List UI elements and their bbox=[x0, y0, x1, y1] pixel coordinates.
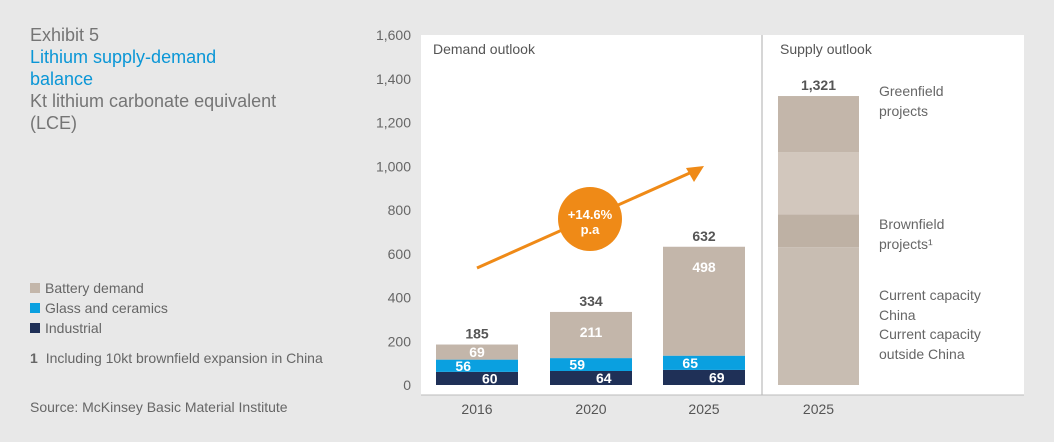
header: Exhibit 5 Lithium supply-demand balance … bbox=[30, 24, 360, 134]
supply-total-label: 1,321 bbox=[801, 77, 836, 93]
supply-annotation: Greenfield bbox=[879, 83, 944, 99]
data-label-glass: 59 bbox=[569, 357, 585, 373]
demand-panel-title: Demand outlook bbox=[433, 41, 536, 57]
total-label: 334 bbox=[579, 293, 603, 309]
data-label-industrial: 64 bbox=[596, 370, 612, 386]
legend-swatch bbox=[30, 283, 40, 293]
legend: Battery demand Glass and ceramics Indust… bbox=[30, 278, 168, 338]
y-tick-label: 0 bbox=[403, 377, 411, 393]
bar-glass-and-ceramics bbox=[436, 359, 518, 372]
total-label: 185 bbox=[465, 326, 489, 342]
data-label-battery: 69 bbox=[469, 344, 485, 360]
cagr-arrowhead bbox=[686, 166, 704, 182]
x-tick-label: 2016 bbox=[461, 401, 492, 417]
bar-glass-and-ceramics bbox=[550, 358, 632, 371]
supply-annotation: Brownfield bbox=[879, 216, 944, 232]
x-tick-label: 2025 bbox=[803, 401, 834, 417]
supply-annotation: Current capacity bbox=[879, 326, 981, 342]
footnote-number: 1 bbox=[30, 350, 38, 366]
supply-segment-current-capacity-outside-china bbox=[778, 247, 859, 385]
legend-label: Battery demand bbox=[45, 280, 144, 296]
footnote: 1 Including 10kt brownfield expansion in… bbox=[30, 348, 330, 368]
supply-annotation: projects¹ bbox=[879, 236, 933, 252]
data-label-glass: 56 bbox=[455, 358, 471, 374]
y-tick-label: 800 bbox=[388, 202, 412, 218]
chart-subtitle: Kt lithium carbonate equivalent (LCE) bbox=[30, 91, 277, 133]
legend-item-industrial: Industrial bbox=[30, 318, 168, 338]
y-tick-label: 400 bbox=[388, 290, 412, 306]
supply-panel-title: Supply outlook bbox=[780, 41, 873, 57]
supply-annotation: outside China bbox=[879, 346, 965, 362]
bar-battery-demand bbox=[550, 311, 632, 359]
source-note: Source: McKinsey Basic Material Institut… bbox=[30, 399, 288, 415]
y-tick-label: 1,400 bbox=[376, 71, 411, 87]
y-tick-label: 600 bbox=[388, 246, 412, 262]
x-tick-label: 2020 bbox=[575, 401, 606, 417]
cagr-badge bbox=[558, 187, 622, 251]
supply-segment-current-capacity-china bbox=[778, 214, 859, 248]
data-label-glass: 65 bbox=[682, 355, 698, 371]
exhibit-label: Exhibit 5 bbox=[30, 25, 100, 45]
supply-annotation: China bbox=[879, 307, 916, 323]
cagr-value: +14.6% bbox=[568, 207, 613, 222]
legend-label: Glass and ceramics bbox=[45, 300, 168, 316]
supply-annotation: Current capacity bbox=[879, 287, 981, 303]
bar-glass-and-ceramics bbox=[663, 355, 745, 370]
supply-segment-greenfield-projects bbox=[778, 96, 859, 153]
legend-item-battery: Battery demand bbox=[30, 278, 168, 298]
x-tick-label: 2025 bbox=[688, 401, 719, 417]
bar-industrial bbox=[663, 369, 745, 385]
total-label: 632 bbox=[692, 228, 716, 244]
footnote-text: Including 10kt brownfield expansion in C… bbox=[45, 350, 323, 366]
bar-battery-demand bbox=[663, 246, 745, 356]
data-label-battery: 211 bbox=[580, 324, 603, 340]
legend-swatch bbox=[30, 323, 40, 333]
legend-label: Industrial bbox=[45, 320, 102, 336]
y-tick-label: 1,000 bbox=[376, 158, 411, 174]
supply-annotation: projects bbox=[879, 103, 928, 119]
y-tick-label: 1,600 bbox=[376, 27, 411, 43]
bar-industrial bbox=[550, 371, 632, 385]
legend-item-glass: Glass and ceramics bbox=[30, 298, 168, 318]
supply-segment-brownfield-projects bbox=[778, 152, 859, 215]
data-label-battery: 498 bbox=[692, 259, 716, 275]
cagr-unit: p.a bbox=[581, 222, 601, 237]
data-label-industrial: 60 bbox=[482, 370, 498, 386]
y-tick-label: 200 bbox=[388, 333, 412, 349]
bar-industrial bbox=[436, 371, 518, 385]
bar-battery-demand bbox=[436, 344, 518, 360]
y-tick-label: 1,200 bbox=[376, 115, 411, 131]
legend-swatch bbox=[30, 303, 40, 313]
data-label-industrial: 69 bbox=[709, 369, 725, 385]
chart-title: Lithium supply-demand balance bbox=[30, 47, 217, 89]
